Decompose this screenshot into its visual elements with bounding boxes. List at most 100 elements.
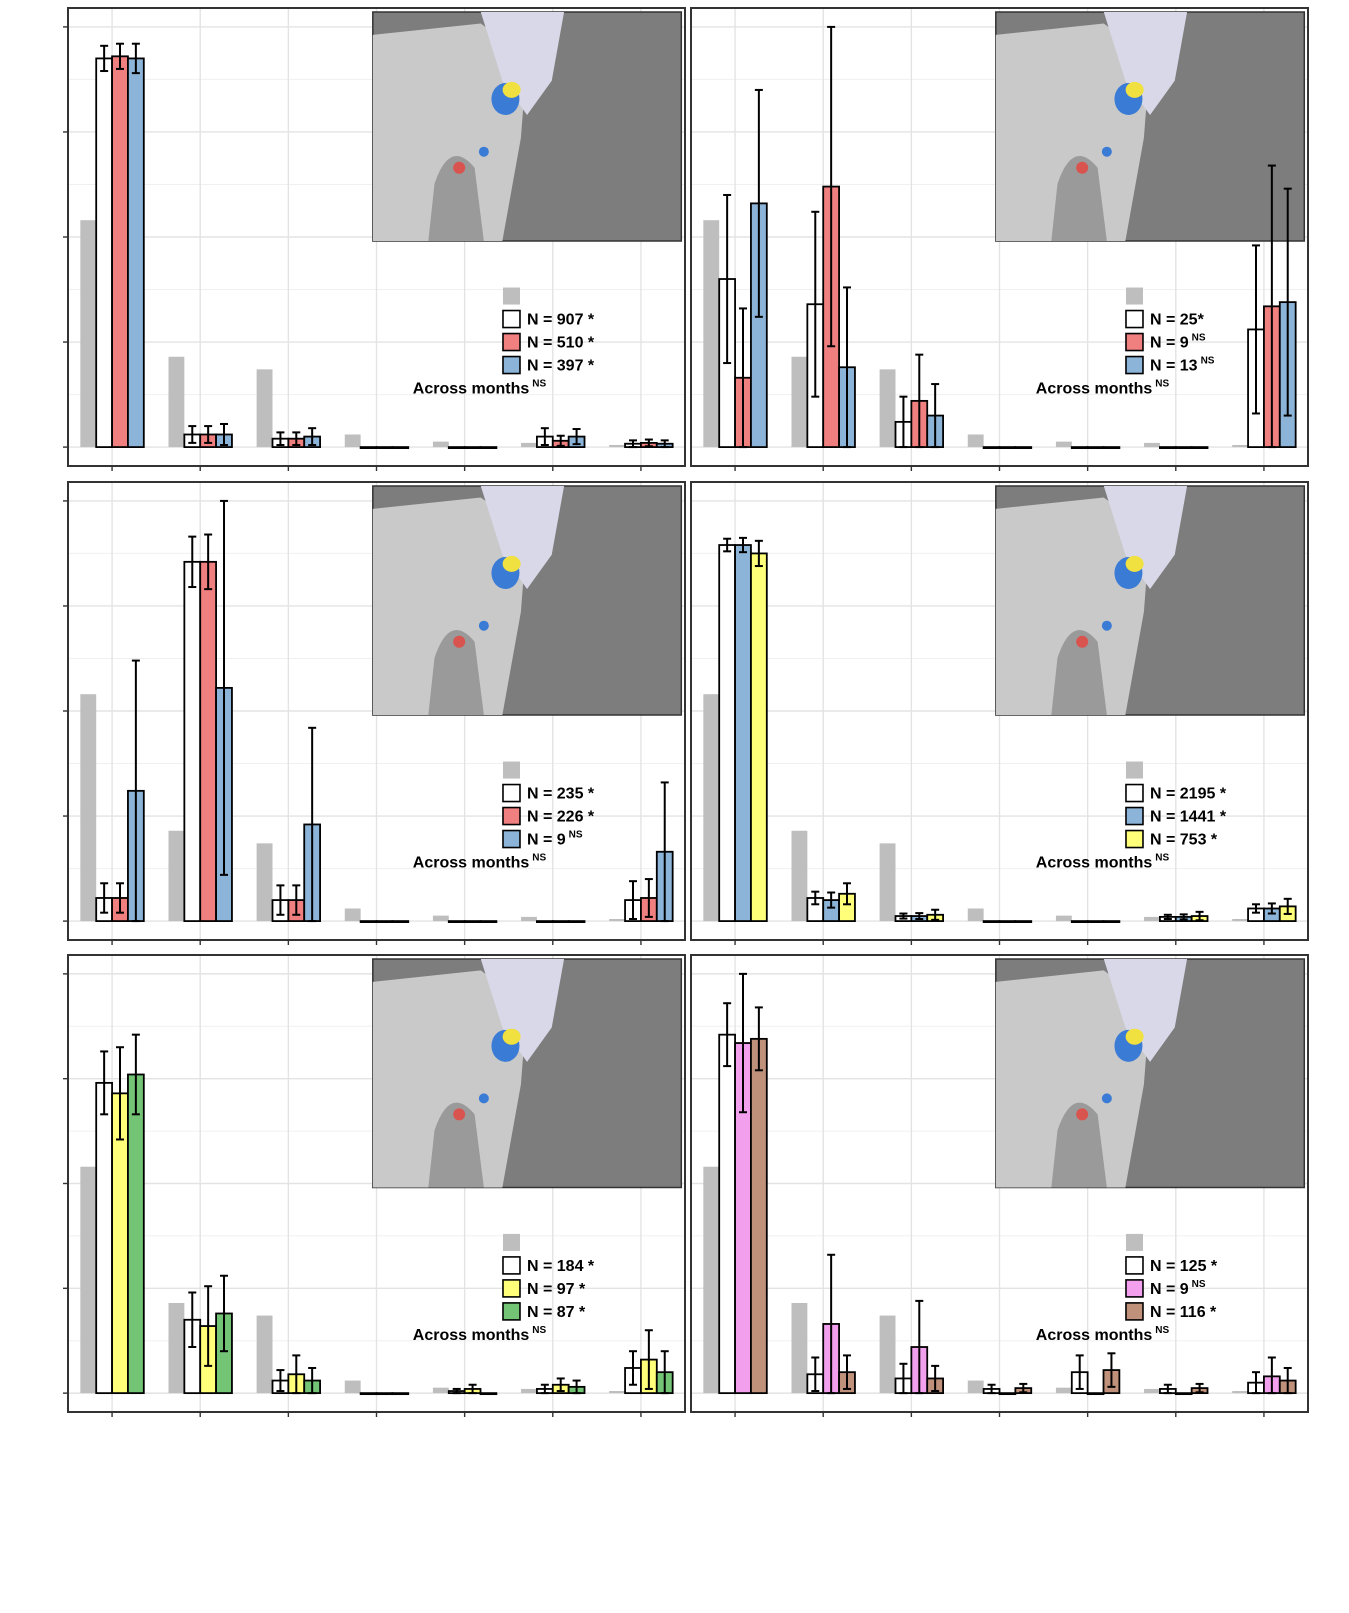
legend-n-text: N = 125 * xyxy=(1150,1258,1218,1275)
map-marker-red xyxy=(453,1108,466,1121)
bar-may-5 xyxy=(551,920,570,923)
bar-all-0 xyxy=(718,1033,736,1395)
legend-across-significance: NS xyxy=(532,853,546,864)
map-marker-red xyxy=(1076,161,1089,174)
bar-pfa-4 xyxy=(1055,441,1072,448)
chart-panel-4: N = 2195 * N = 1441 * N = 753 * Across mont… xyxy=(690,481,1309,945)
bar-pfa-4 xyxy=(432,915,449,922)
bar-may-3 xyxy=(998,446,1017,449)
bar-august-3 xyxy=(391,1392,410,1396)
map-cluster-yellow xyxy=(1125,1028,1144,1045)
bar-pfa-1 xyxy=(791,830,808,922)
map-shelf xyxy=(480,486,565,590)
legend-n-text: N = 97 * xyxy=(527,1281,586,1298)
legend-swatch xyxy=(502,806,521,826)
legend-swatch xyxy=(1125,1302,1144,1321)
legend-swatch xyxy=(502,287,520,305)
bar-all-0 xyxy=(95,1081,113,1395)
legend-swatch xyxy=(1125,829,1144,849)
bar-all-0 xyxy=(95,57,113,448)
bar-pfa-3 xyxy=(967,434,984,448)
bar-may-0 xyxy=(111,55,129,448)
bar-july-3 xyxy=(1014,920,1033,923)
bar-pfa-2 xyxy=(879,1315,896,1394)
legend-across-months: Across months NS xyxy=(1036,379,1170,398)
bar-pfa-5 xyxy=(521,1388,537,1394)
bar-pfa-6 xyxy=(609,1391,626,1394)
legend-n-text: N = 235 * xyxy=(527,786,595,803)
legend-significance: NS xyxy=(1192,333,1206,344)
bar-pfa-4 xyxy=(432,441,449,448)
map-cluster-yellow xyxy=(502,555,521,572)
map-marker-blue xyxy=(478,1093,489,1104)
legend-swatch xyxy=(502,1279,521,1298)
bar-pfa-6 xyxy=(1232,918,1249,922)
legend-across-months: Across months NS xyxy=(1036,853,1170,872)
legend-n-text: N = 753 * xyxy=(1150,832,1218,849)
bar-june-4 xyxy=(1086,920,1105,923)
map-inset xyxy=(372,958,683,1189)
legend-n-text: N = 116 * xyxy=(1150,1304,1217,1321)
legend-swatch xyxy=(1125,806,1144,826)
bar-pfa-1 xyxy=(791,1302,808,1394)
legend-n-text: N = 87 * xyxy=(527,1304,586,1321)
bar-pfa-3 xyxy=(344,908,361,922)
map-shelf xyxy=(480,12,565,116)
map-inset xyxy=(995,958,1306,1189)
bar-pfa-0 xyxy=(80,694,97,922)
legend-swatch xyxy=(1125,355,1144,375)
map-sea xyxy=(995,970,1151,1188)
map-sea xyxy=(995,497,1151,715)
bar-may-4 xyxy=(1086,446,1105,449)
bar-pfa-6 xyxy=(1232,444,1249,448)
legend-across-months: Across months NS xyxy=(1036,1325,1170,1344)
legend-swatch xyxy=(1125,783,1144,803)
bar-pfa-3 xyxy=(344,434,361,448)
legend-across-significance: NS xyxy=(532,379,546,390)
legend-n-text: N = 226 * xyxy=(527,809,595,826)
bar-october-4 xyxy=(1086,1392,1105,1396)
legend-swatch xyxy=(1125,332,1144,352)
bar-pfa-5 xyxy=(1144,442,1160,448)
legend-n-text: N = 2195 * xyxy=(1150,786,1227,803)
bar-may-4 xyxy=(463,920,482,923)
bar-june-3 xyxy=(391,446,410,449)
bar-may-3 xyxy=(375,920,394,923)
legend-swatch xyxy=(1125,1256,1144,1275)
map-british-isles xyxy=(428,629,484,715)
bar-pfa-2 xyxy=(256,1315,273,1394)
bar-may-1 xyxy=(199,560,217,922)
legend-swatch xyxy=(1125,287,1143,305)
bar-pfa-5 xyxy=(521,916,537,922)
map-british-isles xyxy=(1051,155,1107,241)
map-marker-red xyxy=(1076,1108,1089,1121)
bar-all-3 xyxy=(359,1392,378,1396)
bar-august-0 xyxy=(127,1073,145,1395)
legend-swatch xyxy=(502,1302,521,1321)
bar-july-4 xyxy=(1102,920,1121,923)
bar-june-0 xyxy=(127,57,145,448)
bar-june-0 xyxy=(734,544,752,922)
bar-july-0 xyxy=(750,552,768,922)
legend-across-months: Across months NS xyxy=(413,1325,547,1344)
bar-pfa-6 xyxy=(1232,1391,1249,1394)
legend-swatch xyxy=(502,783,521,803)
map-inset xyxy=(372,485,683,716)
bar-october-5 xyxy=(1174,1392,1193,1396)
map-marker-blue xyxy=(1101,1093,1112,1104)
bar-october-3 xyxy=(998,1392,1017,1396)
legend-n-text: N = 25* xyxy=(1150,312,1205,329)
map-shelf xyxy=(1103,12,1188,116)
bar-all-1 xyxy=(183,560,202,922)
map-inset xyxy=(372,11,683,242)
map-marker-red xyxy=(453,635,466,648)
bar-june-5 xyxy=(1190,446,1209,449)
bar-all-4 xyxy=(447,446,466,449)
legend-n-text: N = 510 * xyxy=(527,335,595,352)
map-cluster-yellow xyxy=(502,1028,521,1045)
bar-pfa-0 xyxy=(80,1166,97,1394)
bar-pfa-3 xyxy=(967,1380,984,1394)
bar-pfa-6 xyxy=(609,444,626,448)
